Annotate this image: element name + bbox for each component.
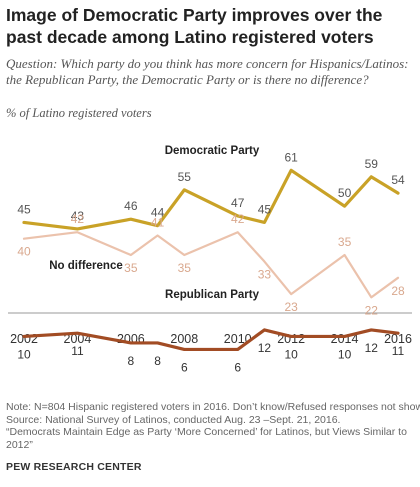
data-label: 35 (178, 261, 192, 275)
data-label: 41 (151, 215, 165, 229)
data-label: 42 (231, 212, 245, 226)
data-label: 47 (231, 196, 245, 210)
series-name-label: No difference (49, 260, 123, 272)
data-label: 42 (71, 212, 85, 226)
data-label: 55 (178, 170, 192, 184)
data-label: 8 (154, 354, 161, 368)
source-line: Source: National Survey of Latinos, cond… (6, 413, 341, 426)
notes: Note: N=804 Hispanic registered voters i… (6, 401, 420, 451)
series-line (22, 328, 400, 352)
data-label: 6 (234, 360, 241, 374)
series-name-label: Republican Party (165, 289, 260, 301)
data-label: 22 (365, 303, 379, 317)
x-tick-label: 2002 (10, 332, 38, 346)
data-label: 35 (124, 261, 138, 275)
chart-title: Image of Democratic Party improves over … (6, 5, 383, 47)
series-line (22, 168, 400, 231)
x-tick-label: 2008 (170, 332, 198, 346)
data-label: 28 (391, 284, 405, 298)
data-label: 50 (338, 186, 352, 200)
data-label: 12 (365, 341, 379, 355)
data-label: 11 (392, 344, 405, 358)
data-label: 6 (181, 360, 188, 374)
report-line: “Democrats Maintain Edge as Party ‘More … (6, 426, 407, 438)
survey-question: Question: Which party do you think has m… (6, 56, 409, 87)
data-label: 33 (258, 268, 272, 282)
data-label: 23 (284, 300, 298, 314)
unit-label: % of Latino registered voters (6, 106, 152, 120)
data-label: 46 (124, 199, 138, 213)
x-tick-label: 2016 (384, 332, 412, 346)
data-label: 10 (338, 347, 352, 361)
data-label: 10 (284, 347, 298, 361)
data-label: 45 (17, 202, 31, 216)
data-label: 43 (71, 209, 85, 223)
series-line (22, 231, 400, 299)
data-label: 59 (365, 157, 379, 171)
data-label: 40 (17, 245, 31, 259)
data-label: 11 (71, 344, 84, 358)
data-label: 8 (128, 354, 135, 368)
data-label: 61 (284, 150, 298, 164)
data-label: 35 (338, 235, 352, 249)
data-label: 54 (391, 173, 405, 187)
data-label: 10 (17, 347, 31, 361)
series-name-label: Democratic Party (165, 145, 260, 157)
source-org: PEW RESEARCH CENTER (6, 461, 142, 473)
note-line: Note: N=804 Hispanic registered voters i… (6, 401, 420, 413)
data-label: 44 (151, 206, 165, 220)
data-label: 45 (258, 202, 272, 216)
report-line-cont: 2012” (6, 438, 33, 451)
data-label: 12 (258, 341, 272, 355)
